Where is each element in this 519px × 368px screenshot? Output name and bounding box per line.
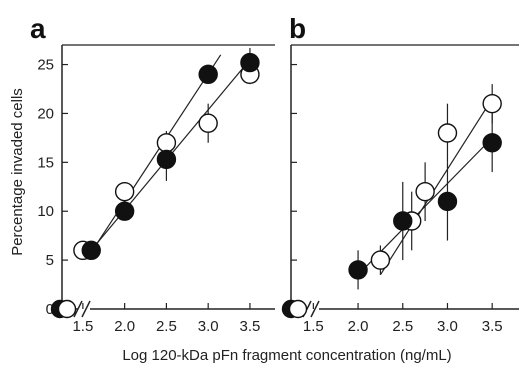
y-tick-label: 0 xyxy=(46,301,54,318)
panel-a-point-filled xyxy=(198,64,218,85)
panel-b-letter: b xyxy=(289,13,306,44)
panel-a-point-open xyxy=(156,133,177,153)
y-tick-label: 15 xyxy=(37,154,54,171)
panel-a-point-filled xyxy=(156,149,177,170)
y-tick-label: 10 xyxy=(37,203,54,220)
panel-b-x-tick-label: 1.5 xyxy=(303,318,324,335)
panel-b-point-filled xyxy=(437,191,458,212)
shared-labels: Log 120-kDa pFn fragment concentration (… xyxy=(9,88,452,364)
panel-a-point-filled xyxy=(114,201,135,221)
panel-b-point-open xyxy=(482,93,502,114)
panel-a-zero-point-open xyxy=(57,299,77,319)
panel-a-x-tick-label: 3.0 xyxy=(198,318,219,335)
panel-a-letter: a xyxy=(30,13,46,44)
panel-b-point-filled xyxy=(393,211,413,231)
panel-b-x-tick-label: 3.0 xyxy=(437,318,458,335)
panel-b-axis-break-2 xyxy=(310,300,320,318)
panel-a-point-open xyxy=(114,181,135,202)
panel-a-fit-line-filled xyxy=(90,54,222,253)
y-tick-label: 5 xyxy=(46,252,54,269)
panel-a-x-tick-label: 3.5 xyxy=(240,318,261,335)
panel-b-fit-line-open xyxy=(379,98,493,276)
panel-a-x-tick-label: 2.0 xyxy=(114,318,135,335)
panel-b-point-open xyxy=(437,123,458,143)
y-tick-label: 25 xyxy=(37,57,54,74)
y-axis-title: Percentage invaded cells xyxy=(9,88,26,256)
panel-b-x-tick-label: 2.5 xyxy=(392,318,413,335)
y-tick-label: 20 xyxy=(37,105,54,122)
panel-a: a 0 5 10 15 20 25 1.5 2.0 2.5 3.0 3.5 xyxy=(30,13,275,335)
panel-b-point-open xyxy=(370,250,391,270)
panel-a-point-filled xyxy=(81,240,101,261)
panel-b-point-filled xyxy=(482,133,502,153)
panel-b-x-tick-label: 3.5 xyxy=(482,318,503,335)
panel-b: b 1.5 2.0 2.5 3.0 3.5 xyxy=(281,13,519,335)
panel-b-zero-point-open xyxy=(288,299,308,319)
panel-a-x-tick-label: 1.5 xyxy=(72,318,93,335)
x-axis-title: Log 120-kDa pFn fragment concentration (… xyxy=(122,347,451,364)
panel-b-x-tick-label: 2.0 xyxy=(348,318,369,335)
panel-a-point-open xyxy=(198,113,218,133)
panel-b-point-open xyxy=(415,181,435,202)
panel-a-axis-break-1 xyxy=(73,300,83,318)
panel-a-axis-break-2 xyxy=(81,300,91,318)
panel-a-x-tick-label: 2.5 xyxy=(156,318,177,335)
panel-b-point-filled xyxy=(348,260,368,280)
panel-a-point-filled xyxy=(240,52,260,73)
